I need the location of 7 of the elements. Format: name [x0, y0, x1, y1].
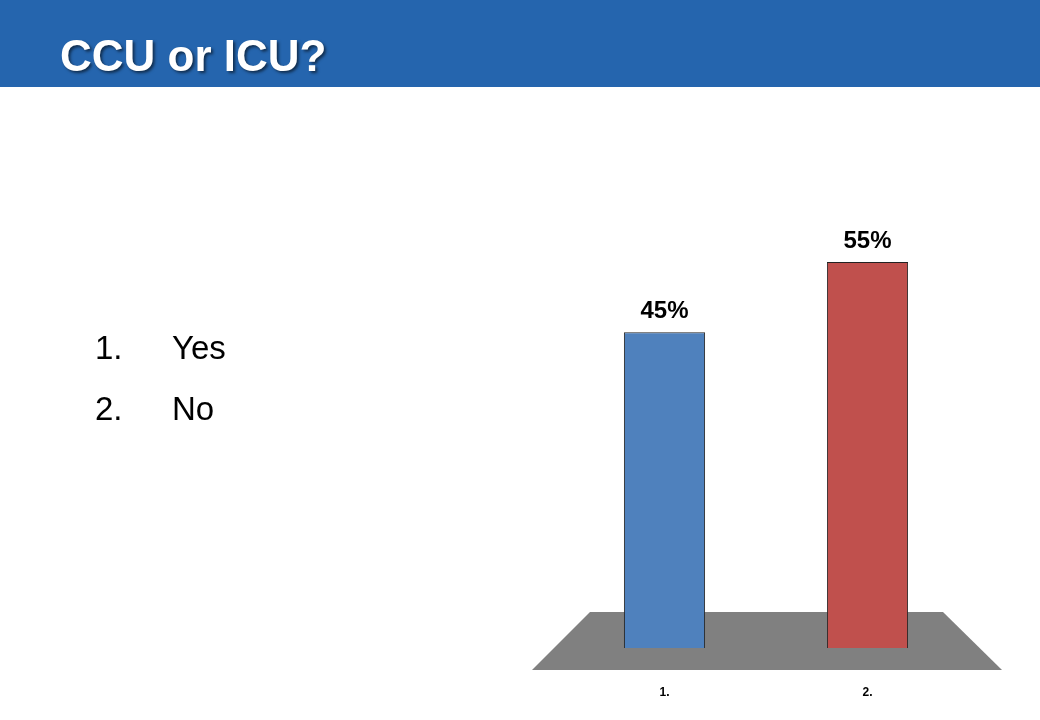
text: 1. Yes	[95, 328, 226, 368]
data-label: 55%	[843, 225, 892, 253]
x-tick-label: 1.	[659, 684, 670, 699]
x-tick-label: 2.	[862, 684, 873, 699]
text: 2. No	[95, 389, 216, 429]
data-label: 45%	[640, 295, 689, 323]
chart-title: CCU or ICU?	[60, 30, 327, 82]
